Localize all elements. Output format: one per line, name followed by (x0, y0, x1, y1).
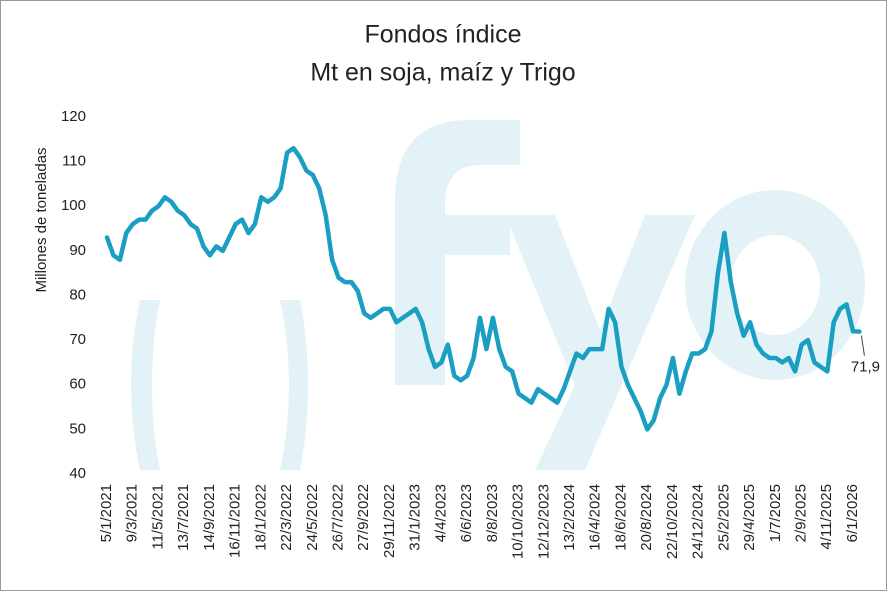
watermark-shape (280, 300, 309, 470)
chart-subtitle: Mt en soja, maíz y Trigo (310, 59, 575, 87)
x-tick-label: 14/9/2021 (201, 484, 218, 551)
x-tick-label: 12/12/2023 (535, 484, 552, 559)
x-tick-label: 16/4/2024 (587, 484, 604, 551)
y-tick-label: 80 (69, 286, 86, 303)
x-tick-label: 29/11/2022 (381, 484, 398, 558)
x-tick-label: 4/4/2023 (432, 484, 449, 542)
x-tick-label: 10/10/2023 (510, 484, 527, 559)
x-tick-label: 5/1/2021 (98, 484, 115, 542)
x-tick-label: 6/1/2026 (844, 484, 861, 542)
y-axis-label: Millones de toneladas (33, 147, 50, 292)
x-tick-label: 1/7/2025 (767, 484, 784, 542)
y-tick-label: 110 (62, 153, 86, 170)
data-label: 71,9 (851, 359, 880, 376)
x-tick-label: 2/9/2025 (793, 484, 810, 542)
watermark-shape (131, 300, 160, 470)
x-tick-label: 24/12/2024 (690, 484, 707, 559)
x-tick-label: 25/2/2025 (715, 484, 732, 551)
y-tick-label: 50 (69, 420, 86, 437)
x-tick-label: 26/7/2022 (329, 484, 346, 551)
x-tick-label: 18/1/2022 (252, 484, 269, 551)
y-tick-label: 100 (61, 197, 86, 214)
data-line (104, 145, 862, 432)
x-tick-label: 16/11/2021 (227, 484, 244, 558)
y-tick-label: 120 (61, 108, 86, 125)
x-tick-label: 31/1/2023 (407, 484, 424, 551)
watermark (131, 120, 865, 470)
x-tick-label: 13/7/2021 (175, 484, 192, 551)
x-tick-label: 8/8/2023 (484, 484, 501, 542)
y-tick-label: 70 (69, 331, 86, 348)
x-tick-label: 27/9/2022 (355, 484, 372, 551)
watermark-shape (395, 120, 520, 385)
x-tick-label: 22/3/2022 (278, 484, 295, 551)
annotation-leader (860, 335, 865, 356)
x-tick-label: 11/5/2021 (149, 484, 166, 550)
y-tick-label: 60 (69, 376, 86, 393)
chart-title: Fondos índice (364, 21, 521, 49)
x-tick-label: 13/2/2024 (561, 484, 578, 551)
watermark-shape (505, 215, 695, 470)
x-tick-label: 24/5/2022 (304, 484, 321, 551)
x-tick-label: 29/4/2025 (741, 484, 758, 551)
x-tick-label: 22/10/2024 (664, 484, 681, 559)
y-tick-label: 90 (69, 242, 86, 259)
x-tick-label: 4/11/2025 (818, 484, 835, 550)
x-tick-label: 6/6/2023 (458, 484, 475, 542)
watermark-shape (684, 190, 865, 380)
x-tick-label: 9/3/2021 (124, 484, 141, 542)
x-tick-label: 20/8/2024 (638, 484, 655, 551)
x-tick-label: 18/6/2024 (612, 484, 629, 551)
y-tick-label: 40 (69, 465, 86, 482)
